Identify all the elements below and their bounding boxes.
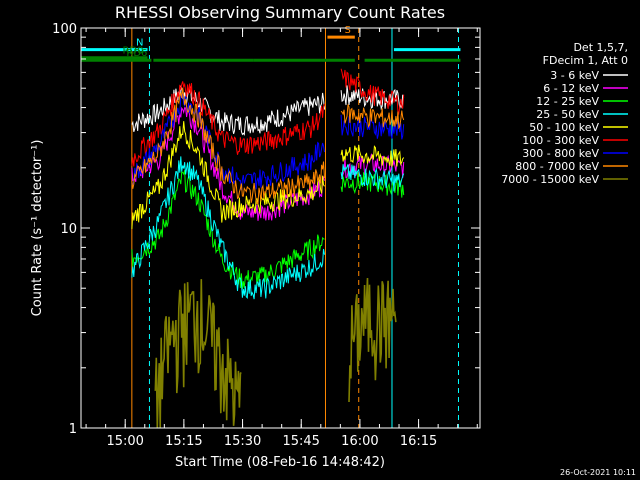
series-line-5 <box>131 121 405 229</box>
legend-label-2: 6 - 12 keV <box>543 82 599 95</box>
legend-label-3: 12 - 25 keV <box>536 95 599 108</box>
y-axis-label: Count Rate (s⁻¹ detector⁻¹) <box>30 140 45 317</box>
series-line-9 <box>154 277 397 429</box>
plot-axes: 1 10 100 15:00 15:15 15:30 15:45 16:00 16:15 <box>52 22 481 449</box>
x-tick-label: 15:30 <box>224 434 261 449</box>
x-tick-label: 16:00 <box>341 434 378 449</box>
state-label-2: RD0 <box>122 46 143 57</box>
legend-label-5: 50 - 100 keV <box>529 121 599 134</box>
legend-label-8: 800 - 7000 keV <box>515 160 599 173</box>
legend-label-7: 300 - 800 keV <box>522 147 599 160</box>
y-tick-label: 100 <box>52 22 77 37</box>
x-tick-label: 16:15 <box>400 434 437 449</box>
series-layer <box>131 68 405 429</box>
legend-header-line-2: FDecim 1, Att 0 <box>543 54 628 67</box>
y-tick-label: 10 <box>60 222 77 237</box>
series-line-4 <box>131 156 405 300</box>
state-label-3: RD6 <box>126 48 147 59</box>
x-tick-label: 15:45 <box>282 434 319 449</box>
series-line-8 <box>131 87 405 205</box>
legend-label-4: 25 - 50 keV <box>536 108 599 121</box>
series-line-6 <box>131 68 405 167</box>
x-axis-label: Start Time (08-Feb-16 14:48:42) <box>175 455 385 470</box>
state-label-1: N <box>136 38 143 49</box>
legend-header-line-1: Det 1,5,7, <box>573 41 628 54</box>
legend-label-6: 100 - 300 keV <box>522 134 599 147</box>
x-tick-label: 15:00 <box>106 434 143 449</box>
footer-timestamp: 26-Oct-2021 10:11 <box>560 468 636 477</box>
y-tick-label: 1 <box>69 422 77 437</box>
state-label-4: S <box>344 25 350 36</box>
x-tick-label: 15:15 <box>165 434 202 449</box>
legend-label-1: 3 - 6 keV <box>550 69 599 82</box>
chart-title: RHESSI Observing Summary Count Rates <box>115 3 445 22</box>
legend-label-9: 7000 - 15000 keV <box>501 173 599 186</box>
series-line-7 <box>131 92 405 191</box>
